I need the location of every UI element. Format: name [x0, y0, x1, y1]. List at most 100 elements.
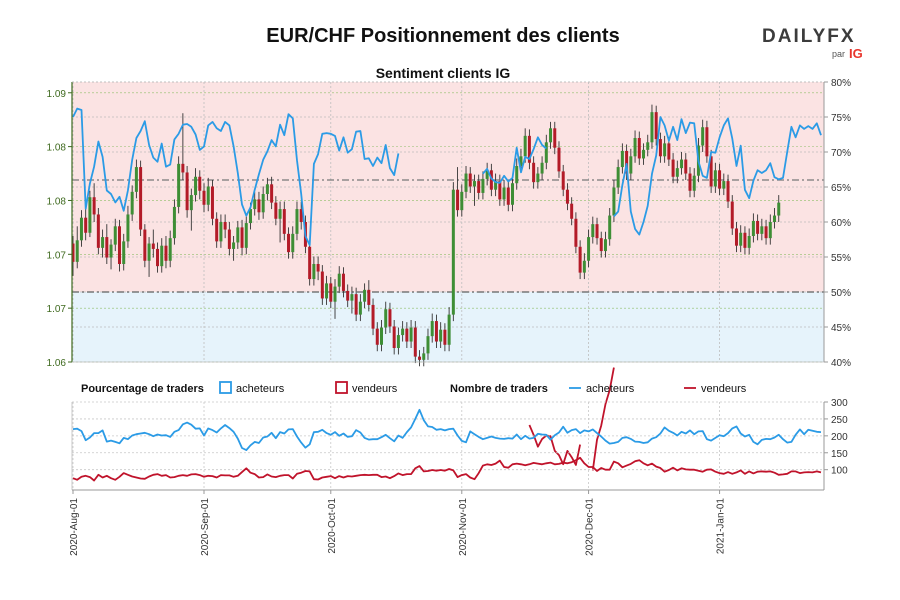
percent-tick-label: 45% — [831, 323, 851, 334]
candle-body — [523, 135, 527, 157]
count-tick-label: 250 — [831, 415, 848, 426]
candle-body — [299, 209, 303, 222]
percent-lines — [72, 107, 822, 471]
candle-body — [418, 356, 422, 360]
candle-body — [139, 167, 143, 230]
price-tick-label: 1.08 — [47, 143, 67, 154]
logo-by-text: par — [832, 49, 845, 59]
legend-percent-sellers-label: vendeurs — [352, 383, 398, 395]
candle-body — [101, 237, 105, 248]
candle-body — [709, 156, 713, 187]
sellers-percent-line — [591, 367, 615, 471]
candle-body — [329, 283, 333, 302]
candle-body — [658, 139, 662, 157]
candle-body — [337, 273, 341, 287]
candle-body — [625, 150, 629, 174]
candle-body — [494, 181, 498, 190]
percent-tick-label: 70% — [831, 148, 851, 159]
candle-body — [536, 173, 540, 183]
candle-body — [341, 273, 345, 291]
candle-body — [718, 170, 722, 189]
candle-body — [422, 353, 426, 360]
candle-body — [202, 190, 206, 205]
candle-body — [477, 181, 481, 193]
candle-body — [663, 143, 667, 157]
candle-body — [401, 328, 405, 336]
candle-body — [701, 127, 705, 146]
candle-body — [236, 227, 240, 243]
candle-body — [633, 138, 637, 157]
candle-body — [773, 215, 777, 222]
candle-body — [460, 191, 464, 211]
percent-tick-label: 40% — [831, 358, 851, 369]
candle-body — [654, 112, 658, 140]
candle-body — [320, 271, 324, 299]
candle-body — [667, 143, 671, 160]
candle-body — [549, 128, 553, 143]
candle-body — [511, 183, 515, 205]
candle-body — [215, 218, 219, 242]
candle-body — [312, 264, 316, 280]
candle-body — [172, 206, 176, 239]
candle-body — [325, 283, 329, 299]
candle-body — [409, 327, 413, 342]
candle-body — [126, 214, 130, 242]
candle-body — [595, 224, 599, 239]
candle-body — [375, 328, 379, 345]
candle-body — [287, 233, 291, 253]
candle-body — [151, 243, 155, 249]
buyers-percent-line — [72, 107, 400, 247]
candle-body — [502, 187, 506, 200]
candle-body — [210, 186, 214, 219]
sellers-count-line — [72, 456, 822, 482]
candle-body — [354, 294, 358, 315]
price-tick-label: 1.07 — [47, 250, 67, 261]
candle-body — [680, 159, 684, 169]
candle-body — [612, 187, 616, 216]
chart-subtitle: Sentiment clients IG — [376, 65, 511, 81]
candle-body — [489, 170, 493, 190]
buyers-percent-line — [482, 136, 547, 184]
candle-body — [734, 228, 738, 246]
date-tick-label: 2020-Nov-01 — [458, 498, 469, 556]
candle-body — [96, 214, 100, 248]
candle-body — [760, 226, 764, 234]
candle-body — [75, 240, 79, 262]
percent-axis-ticks: 40% 45% 50% 55% 60% 65% 70% 75% 80% — [824, 78, 851, 369]
candle-body — [156, 248, 160, 267]
candle-body — [498, 181, 502, 200]
candle-body — [160, 245, 164, 267]
candle-body — [646, 142, 650, 150]
candle-body — [726, 181, 730, 202]
candle-body — [616, 167, 620, 188]
candle-body — [270, 184, 274, 203]
candle-body — [105, 237, 109, 258]
candle-body — [739, 232, 743, 246]
candle-body — [756, 220, 760, 234]
candle-body — [240, 227, 244, 248]
candle-body — [316, 264, 320, 272]
candle-body — [79, 217, 83, 241]
candle-body — [227, 229, 231, 249]
legend-percent-title: Pourcentage de traders — [81, 383, 204, 395]
candle-body — [705, 127, 709, 157]
buyers-percent-line — [613, 116, 822, 236]
candle-body — [358, 301, 362, 315]
count-axis-ticks: 100 150 200 250 300 — [824, 398, 848, 477]
ig-logo-text: IG — [849, 46, 863, 61]
candle-body — [295, 209, 299, 234]
percent-tick-label: 75% — [831, 113, 851, 124]
candle-body — [515, 166, 519, 184]
candle-body — [113, 226, 117, 245]
candle-body — [278, 209, 282, 219]
candle-body — [764, 226, 768, 239]
candle-body — [363, 289, 367, 302]
sellers-percent-line — [528, 424, 581, 466]
buyers-count-line — [72, 408, 822, 452]
percent-tick-label: 80% — [831, 78, 851, 89]
candle-body — [540, 162, 544, 174]
candle-body — [291, 233, 295, 253]
candle-body — [688, 173, 692, 191]
candle-body — [164, 245, 168, 261]
